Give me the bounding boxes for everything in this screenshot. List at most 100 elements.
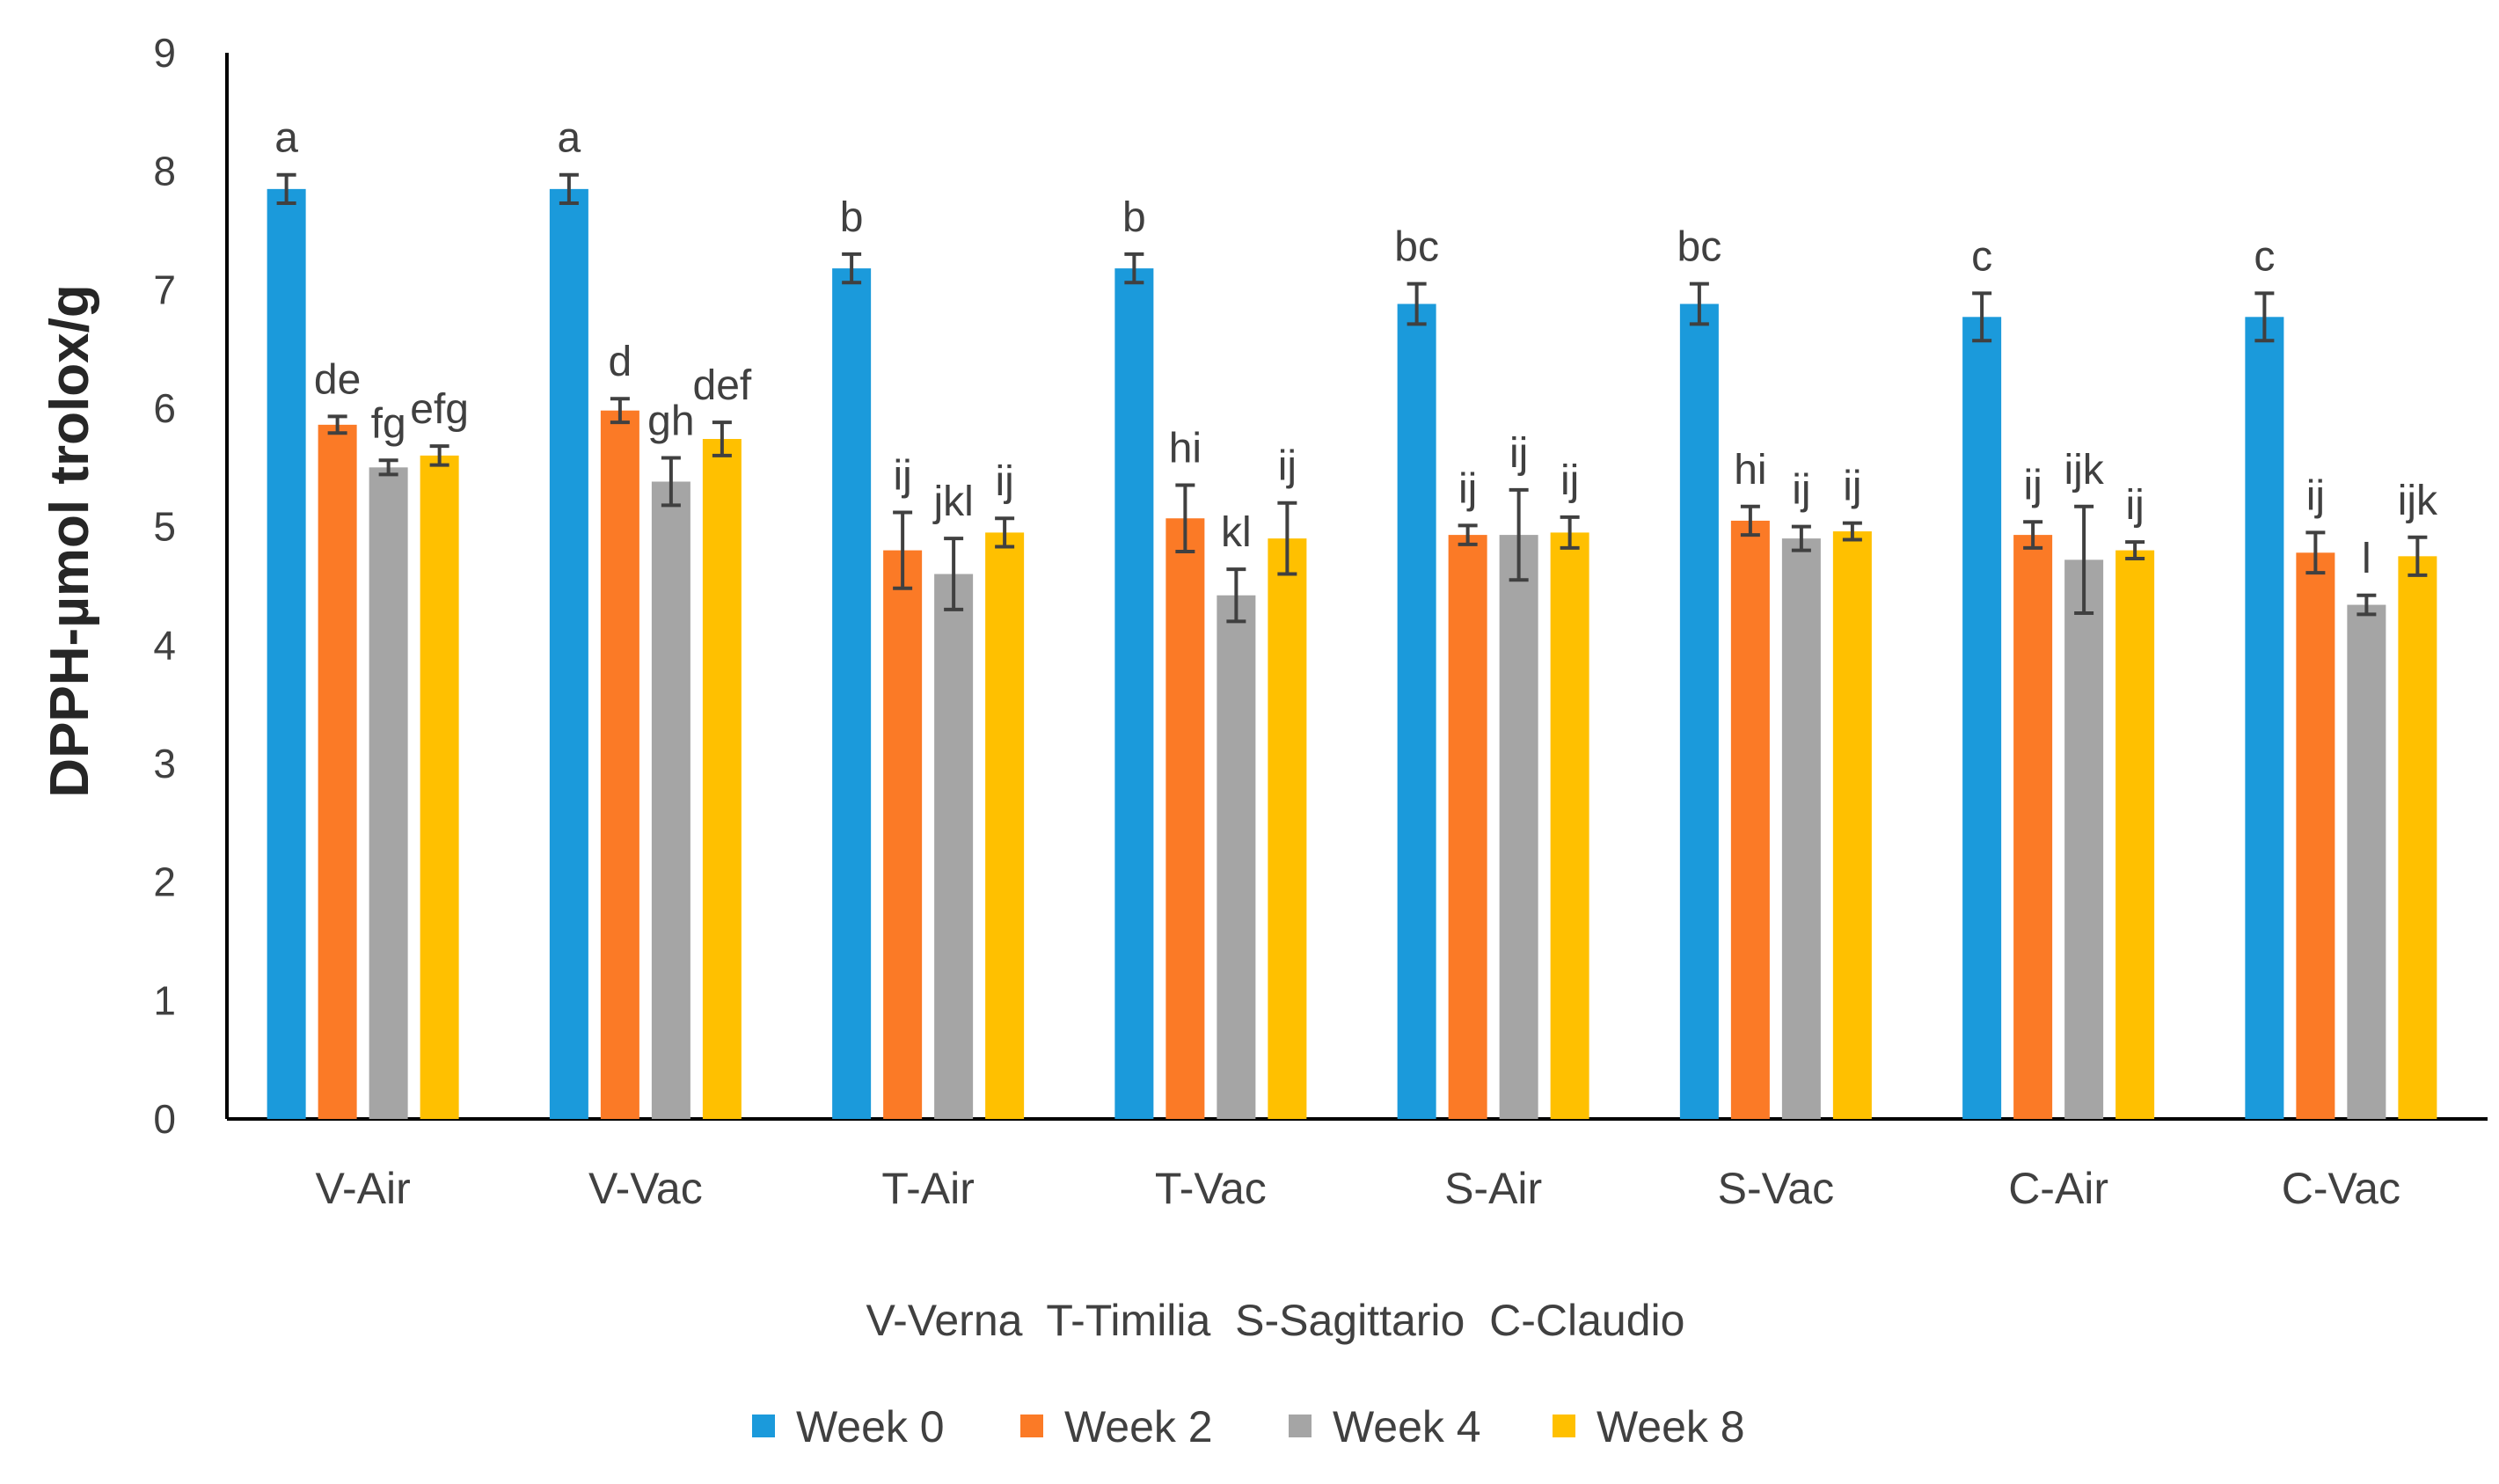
bar-week-4-t-vac [1217,595,1256,1119]
y-tick-label: 9 [153,30,176,76]
legend-swatch [752,1415,775,1437]
significance-letter: def [693,362,752,409]
legend-label: Week 2 [1064,1402,1213,1451]
error-bar [1226,567,1246,624]
category-labels: V-Air V-Vac T-Air T-Vac S-Air S-Vac C-Air C-Vac [315,1164,2400,1213]
significance-letter: b [840,194,864,241]
bars [267,188,2437,1120]
error-bar [661,456,681,508]
significance-letter: ij [2125,482,2144,529]
bar-week-8-s-vac [1832,531,1872,1119]
legend-swatch [1289,1415,1312,1437]
significance-letter: ij [2023,462,2042,508]
bar-week-4-c-vac [2347,604,2386,1119]
error-bar [1689,281,1709,326]
error-bar [2074,504,2094,615]
error-bar [327,414,347,435]
legend-item: Week 2 [1020,1402,1213,1451]
error-bar [559,172,579,206]
legend: Week 0 Week 2 Week 4 Week 8 [752,1402,1745,1451]
error-bar [1124,252,1144,285]
significance-letter: fg [371,400,406,447]
y-tick-label: 1 [153,977,176,1023]
error-bar [429,444,449,467]
error-bar [1458,523,1478,546]
significance-letter: ij [995,458,1013,505]
error-bar [2254,291,2275,343]
legend-item: Week 0 [752,1402,945,1451]
error-bar [2357,593,2377,617]
y-tick-label: 6 [153,385,176,431]
error-bar [378,458,398,477]
significance-letter: c [1971,233,1992,280]
significance-letter: gh [647,398,694,445]
y-tick-labels: 0 1 2 3 4 5 6 7 8 9 [153,30,176,1142]
error-bar [1175,483,1195,553]
significance-letter: c [2254,233,2275,280]
bar-week-2-v-air [318,424,357,1119]
error-bar [944,537,964,611]
error-bar [995,516,1015,549]
category-label-s-air: S-Air [1444,1164,1542,1213]
y-tick-label: 8 [153,149,176,194]
significance-letter: bc [1677,224,1722,271]
bar-week-2-s-vac [1730,520,1770,1119]
bar-week-4-t-air [934,574,974,1119]
legend-label: Week 4 [1333,1402,1481,1451]
error-bar [1972,291,1992,343]
error-bar [842,252,862,285]
bar-week-2-t-vac [1165,518,1205,1119]
bar-week-8-t-vac [1268,538,1307,1119]
error-bar [1842,521,1862,542]
significance-letter: ij [1843,464,1861,510]
significance-letter: ijk [2064,447,2104,493]
significance-letter: ij [1458,465,1477,512]
category-label-t-vac: T-Vac [1155,1164,1267,1213]
bar-week-2-v-vac [600,410,639,1119]
bar-week-0-v-vac [549,188,588,1119]
bar-week-8-v-air [420,455,459,1119]
category-label-c-vac: C-Vac [2282,1164,2400,1213]
significance-letter: b [1122,194,1146,241]
significance-letter: ij [2306,472,2325,519]
y-tick-label: 2 [153,859,176,905]
bar-week-8-v-vac [702,439,742,1120]
legend-item: Week 8 [1553,1402,1745,1451]
legend-label: Week 0 [796,1402,945,1451]
error-bar [1407,281,1427,326]
cultivar-key-note: V-Verna T-Timilia S-Sagittario C-Claudio [866,1296,1685,1345]
significance-letter: bc [1394,224,1439,271]
significance-letter: d [609,339,632,385]
y-tick-label: 5 [153,504,176,550]
y-tick-label: 3 [153,741,176,786]
category-label-t-air: T-Air [881,1164,975,1213]
significance-letter: hi [1169,426,1202,472]
bar-week-4-s-air [1499,535,1538,1119]
bar-week-0-v-air [267,188,306,1119]
error-bar [1791,524,1811,552]
significance-letter: l [2362,536,2371,582]
bar-week-2-t-air [883,550,923,1119]
bar-week-0-t-air [832,268,872,1119]
significance-letter: a [558,115,581,162]
error-bars [276,172,2428,624]
bar-week-0-c-vac [2245,317,2284,1120]
bar-week-4-s-vac [1781,538,1821,1119]
significance-letter: ij [1792,467,1810,514]
bar-week-2-c-vac [2296,552,2335,1119]
legend-item: Week 4 [1289,1402,1481,1451]
significance-letter: jkl [932,479,973,525]
bar-week-0-s-air [1397,303,1436,1119]
error-bar [1509,487,1529,582]
significance-letter: ij [1560,457,1579,504]
category-label-v-vac: V-Vac [588,1164,703,1213]
category-label-s-vac: S-Vac [1718,1164,1834,1213]
error-bar [2023,520,2043,550]
category-label-v-air: V-Air [315,1164,410,1213]
bar-week-4-v-vac [651,481,691,1119]
error-bar [276,172,296,206]
error-bar [610,397,630,425]
bar-week-8-s-air [1550,532,1589,1119]
